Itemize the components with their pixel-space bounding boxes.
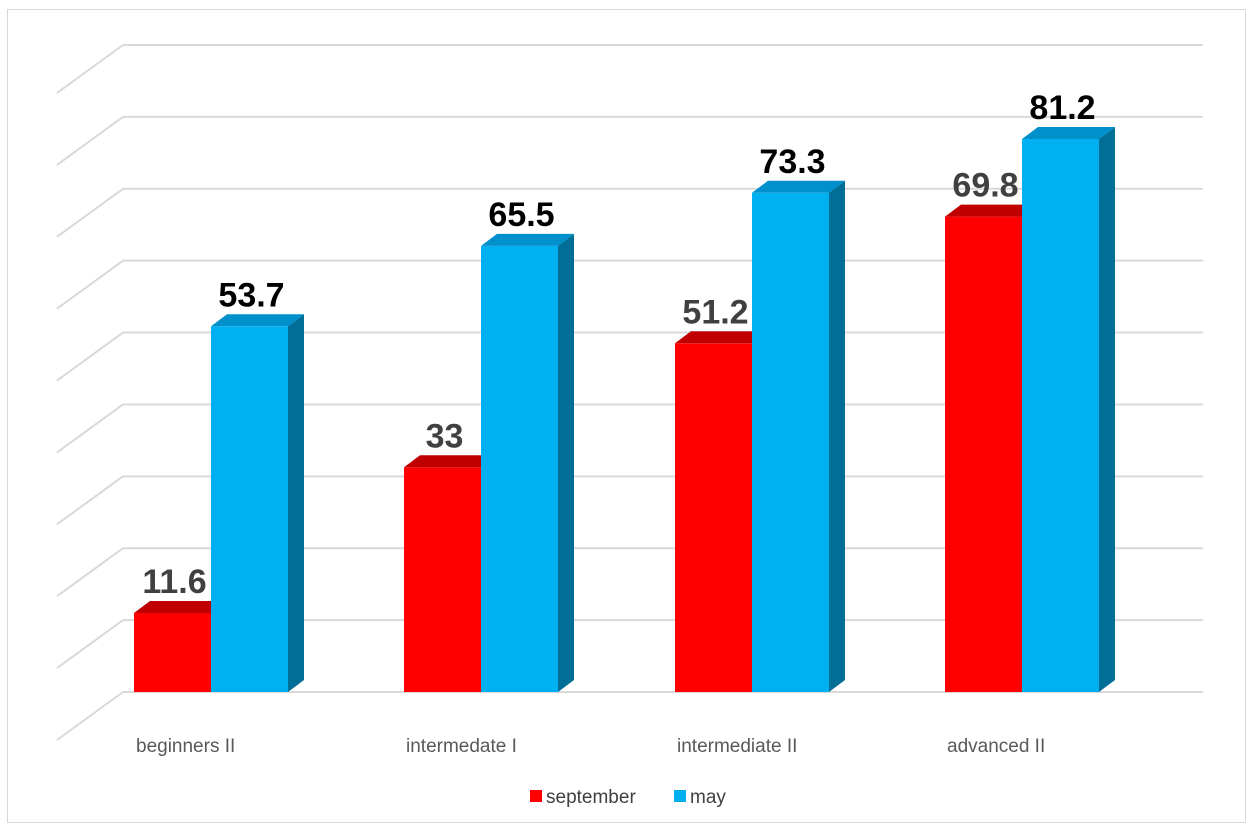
bar-front bbox=[134, 612, 211, 692]
bar-front bbox=[675, 343, 752, 692]
legend-label: september bbox=[546, 787, 636, 808]
bar-may-0 bbox=[211, 314, 304, 692]
bar-side bbox=[558, 233, 574, 692]
gridline-depth bbox=[56, 691, 124, 741]
legend-swatch bbox=[530, 790, 542, 802]
bar-front bbox=[211, 326, 288, 692]
data-label: 73.3 bbox=[759, 143, 825, 181]
legend-label: may bbox=[690, 787, 726, 808]
bar-side bbox=[288, 314, 304, 692]
bar-top bbox=[752, 180, 845, 193]
gridline-depth bbox=[56, 259, 124, 310]
bar-september-2 bbox=[675, 331, 768, 692]
data-labels: 11.6 53.7 33 65.5 51.2 73.3 69.8 81.2 bbox=[142, 89, 1095, 601]
data-label: 11.6 bbox=[142, 563, 206, 601]
legend: september may bbox=[530, 787, 726, 808]
category-label: advanced II bbox=[947, 736, 1045, 757]
bar-front bbox=[1022, 138, 1099, 693]
gridline-depth bbox=[56, 116, 124, 166]
legend-swatch bbox=[674, 790, 686, 802]
bar-top bbox=[134, 600, 227, 613]
bar-front bbox=[945, 216, 1022, 693]
bars bbox=[134, 126, 1115, 693]
data-label: 51.2 bbox=[682, 293, 748, 331]
bar-may-1 bbox=[481, 233, 574, 692]
data-label: 33 bbox=[426, 417, 464, 455]
bar-top bbox=[1022, 126, 1115, 139]
gridline-depth bbox=[56, 547, 124, 598]
bar-side bbox=[1099, 126, 1115, 693]
bar-top bbox=[481, 233, 574, 246]
gridline-depth bbox=[56, 331, 124, 382]
gridline-depth bbox=[56, 403, 124, 454]
category-labels: beginners II intermedate I intermediate II… bbox=[136, 736, 1045, 757]
category-label: beginners II bbox=[136, 736, 235, 757]
data-label: 65.5 bbox=[488, 196, 554, 234]
gridline-depth bbox=[56, 187, 124, 238]
bar-top bbox=[675, 331, 768, 344]
bar-side bbox=[829, 180, 845, 692]
bar-may-3 bbox=[1022, 126, 1115, 693]
gridline-depth bbox=[56, 619, 124, 669]
data-label: 69.8 bbox=[952, 167, 1018, 205]
bar-front bbox=[752, 192, 829, 692]
bar-may-2 bbox=[752, 180, 845, 692]
bar-top bbox=[404, 455, 497, 468]
category-label: intermedate I bbox=[406, 736, 517, 757]
bar-front bbox=[404, 467, 481, 692]
gridline-depth bbox=[56, 44, 124, 94]
data-label: 81.2 bbox=[1029, 89, 1095, 127]
bar-top bbox=[945, 204, 1038, 217]
data-label: 53.7 bbox=[218, 276, 284, 314]
category-label: intermediate II bbox=[677, 736, 797, 757]
bar-front bbox=[481, 245, 558, 692]
bar-top bbox=[211, 314, 304, 327]
gridline-depth bbox=[56, 475, 124, 526]
